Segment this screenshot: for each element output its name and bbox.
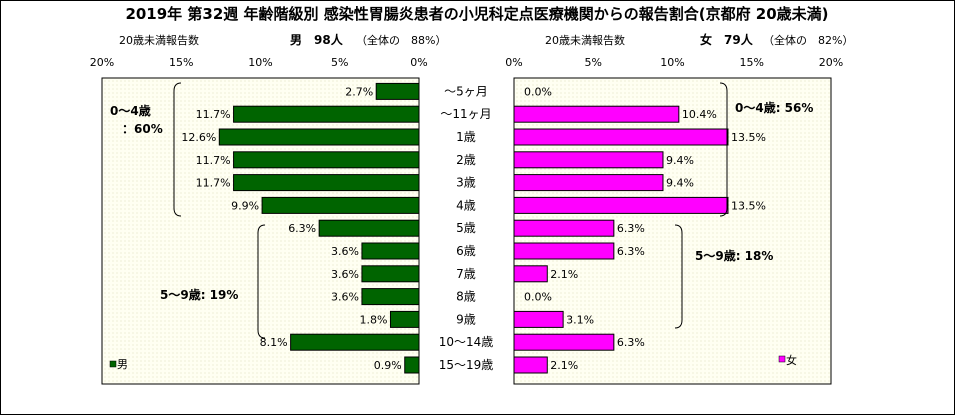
right-tick-label: 10% [660, 56, 684, 69]
right-header-share: （全体の 82%） [763, 33, 853, 47]
left-tick-label: 0% [410, 56, 427, 69]
male-bar [261, 196, 420, 214]
male-bar [361, 242, 420, 260]
female-data-label: 2.1% [550, 359, 578, 372]
female-data-label: 13.5% [731, 131, 766, 144]
male-data-label: 1.8% [360, 313, 388, 326]
male-bar [318, 219, 420, 237]
female-data-label: 13.5% [731, 199, 766, 212]
female-bar [513, 174, 664, 192]
left-group-5-9: 5～9歳: 19% [160, 287, 238, 302]
left-tick-label: 20% [90, 56, 114, 69]
category-label: 10～14歳 [439, 335, 494, 349]
right-group-5-9: 5～9歳: 18% [695, 248, 773, 263]
category-label: 4歳 [456, 198, 476, 212]
category-label: 15～19歳 [439, 358, 494, 372]
male-data-label: 11.7% [196, 108, 231, 121]
right-tick-label: 0% [505, 56, 522, 69]
right-header-label: 20歳未満報告数 [545, 34, 625, 47]
female-bar [513, 242, 615, 260]
right-bracket-5-9 [674, 224, 683, 329]
female-bar [513, 265, 548, 283]
male-bar [389, 310, 420, 328]
left-header-label: 20歳未満報告数 [119, 34, 199, 47]
female-data-label: 6.3% [617, 222, 645, 235]
category-label: 9歳 [456, 312, 476, 326]
female-data-label: 6.3% [617, 245, 645, 258]
male-bar [218, 128, 420, 146]
female-data-label: 9.4% [666, 177, 694, 190]
category-label: 3歳 [456, 176, 476, 190]
male-bar [290, 333, 420, 351]
female-bar [513, 128, 729, 146]
female-bar [513, 310, 564, 328]
right-tick-label: 20% [819, 56, 843, 69]
left-tick-label: 5% [331, 56, 348, 69]
male-bar [233, 151, 420, 169]
legend-male-label: 男 [117, 358, 128, 371]
male-data-label: 6.3% [288, 222, 316, 235]
category-label: ～11ヶ月 [440, 107, 491, 121]
right-tick-label: 5% [585, 56, 602, 69]
right-group-0-4: 0～4歳: 56% [735, 100, 813, 115]
male-bar [233, 105, 420, 123]
category-label: 6歳 [456, 244, 476, 258]
male-data-label: 11.7% [196, 154, 231, 167]
category-label: ～5ヶ月 [444, 84, 488, 98]
left-tick-label: 15% [169, 56, 193, 69]
left-group-0-4-line1: 0～4歳 [110, 103, 151, 118]
right-header-count: 女 79人 [700, 32, 754, 47]
legend-male-swatch [109, 360, 117, 368]
legend-female-swatch [778, 355, 786, 363]
male-data-label: 9.9% [231, 199, 259, 212]
left-group-0-4-line2: ：60% [122, 122, 163, 136]
left-header-count: 男 98人 [290, 32, 344, 47]
male-bar [361, 288, 420, 306]
male-data-label: 3.6% [331, 291, 359, 304]
female-data-label: 10.4% [682, 108, 717, 121]
male-bar [361, 265, 420, 283]
male-bar [375, 82, 420, 100]
male-data-label: 0.9% [374, 359, 402, 372]
male-data-label: 11.7% [196, 177, 231, 190]
male-bar [404, 356, 420, 374]
female-data-label: 0.0% [524, 291, 552, 304]
left-tick-label: 10% [248, 56, 272, 69]
female-data-label: 3.1% [566, 313, 594, 326]
category-label: 1歳 [456, 130, 476, 144]
chart-title: 2019年 第32週 年齢階級別 感染性胃腸炎患者の小児科定点医療機関からの報告… [125, 5, 828, 23]
female-bar [513, 105, 680, 123]
male-bar [233, 174, 420, 192]
category-label: 7歳 [456, 267, 476, 281]
female-data-label: 9.4% [666, 154, 694, 167]
female-bar [513, 151, 664, 169]
female-data-label: 0.0% [524, 85, 552, 98]
female-data-label: 6.3% [617, 336, 645, 349]
male-data-label: 12.6% [181, 131, 216, 144]
female-bar [513, 196, 729, 214]
right-bracket-0-4 [719, 82, 728, 217]
female-bar [513, 333, 615, 351]
category-label: 5歳 [456, 221, 476, 235]
male-data-label: 3.6% [331, 268, 359, 281]
female-data-label: 2.1% [550, 268, 578, 281]
female-bar [513, 219, 615, 237]
left-bracket-0-4 [173, 82, 182, 217]
category-label: 8歳 [456, 290, 476, 304]
legend-female-label: 女 [786, 353, 797, 367]
male-data-label: 8.1% [260, 336, 288, 349]
male-data-label: 2.7% [345, 85, 373, 98]
left-header-share: （全体の 88%） [356, 33, 446, 47]
category-label: 2歳 [456, 153, 476, 167]
female-bar [513, 356, 548, 374]
right-tick-label: 15% [740, 56, 764, 69]
left-bracket-5-9 [257, 224, 266, 339]
male-data-label: 3.6% [331, 245, 359, 258]
